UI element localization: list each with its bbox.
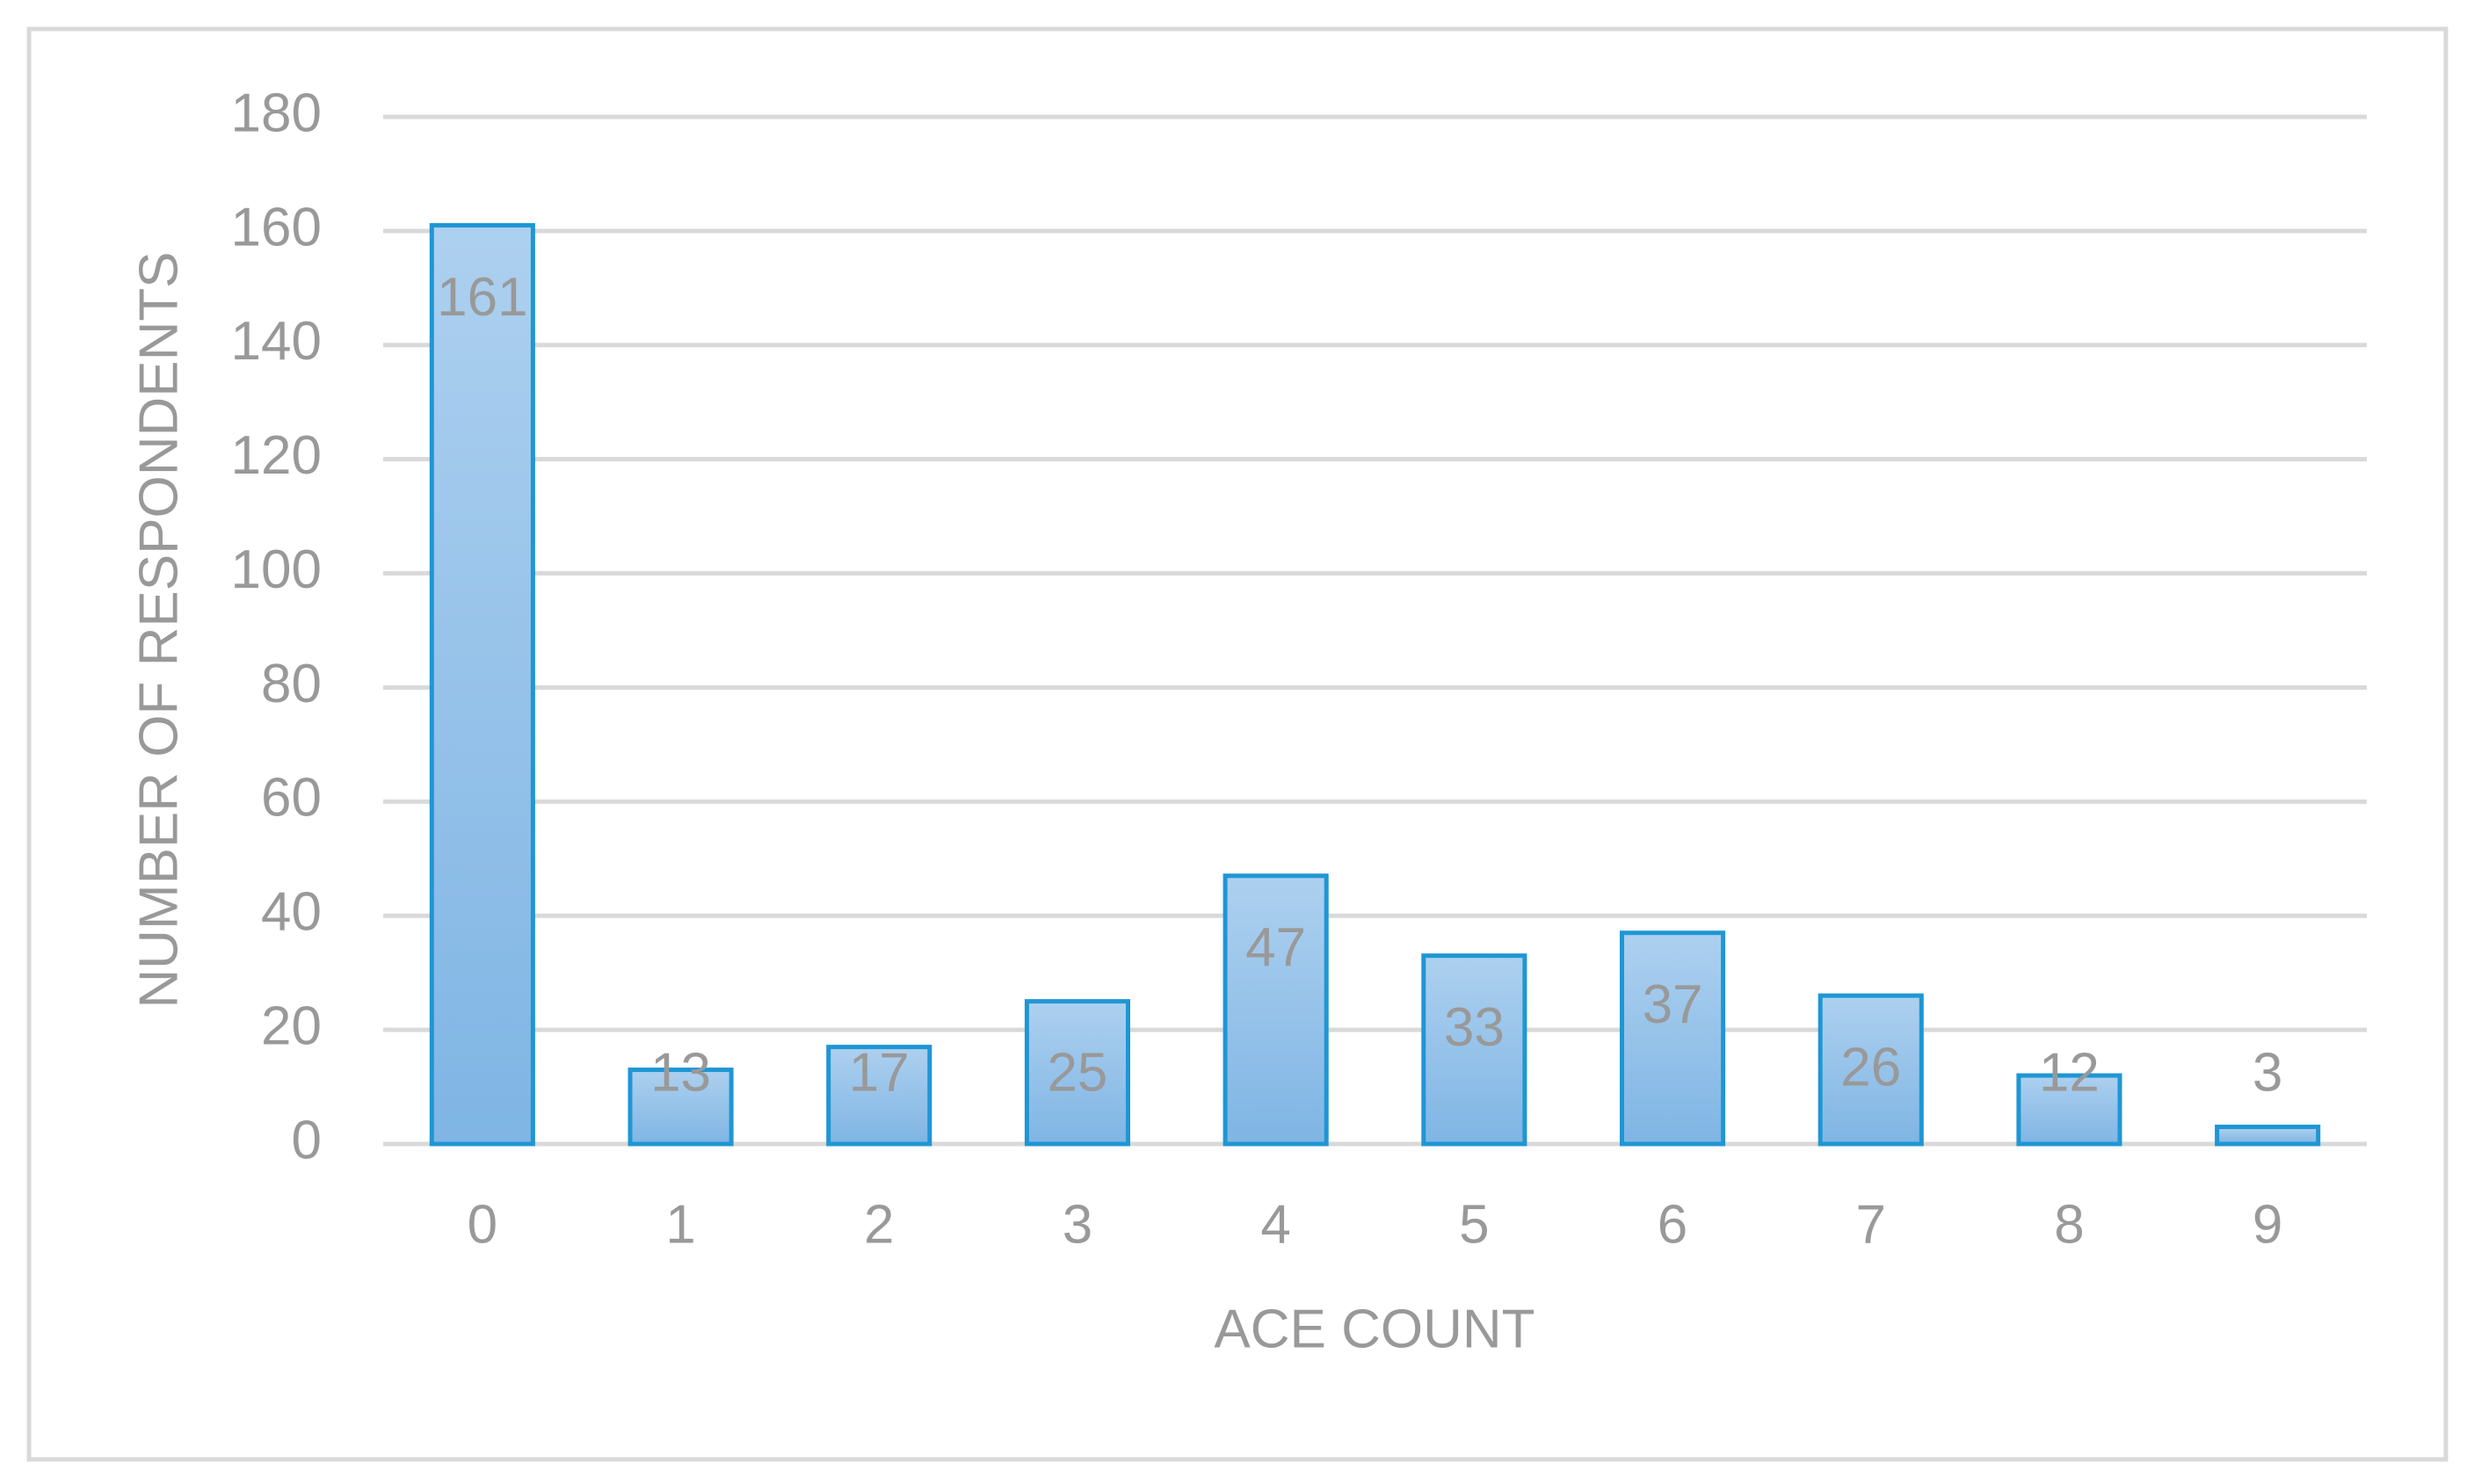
- x-tick-label: 4: [1260, 1194, 1290, 1255]
- data-label: 47: [1245, 917, 1306, 978]
- x-tick-label: 0: [468, 1194, 497, 1255]
- bar: [1619, 930, 1726, 1147]
- x-tick-label: 1: [665, 1194, 695, 1255]
- data-label: 17: [849, 1042, 910, 1103]
- bar: [628, 1068, 734, 1147]
- bar: [429, 222, 535, 1147]
- y-tick-label: 20: [261, 995, 322, 1056]
- x-tick-label: 5: [1459, 1194, 1489, 1255]
- y-tick-label: 180: [231, 83, 322, 143]
- y-tick-label: 0: [292, 1110, 322, 1170]
- data-label: 26: [1840, 1038, 1901, 1098]
- bar: [1817, 993, 1924, 1147]
- data-label: 25: [1047, 1042, 1107, 1103]
- x-tick-label: 8: [2054, 1194, 2084, 1255]
- bar: [1421, 953, 1527, 1147]
- y-tick-label: 100: [231, 539, 322, 600]
- y-tick-label: 140: [231, 311, 322, 372]
- y-axis-title: NUMBER OF RESPONDENTS: [128, 251, 189, 1008]
- bar: [2215, 1125, 2321, 1147]
- y-tick-label: 40: [261, 882, 322, 943]
- data-label: 161: [437, 267, 527, 328]
- x-tick-label: 9: [2253, 1194, 2282, 1255]
- data-label: 12: [2039, 1042, 2100, 1103]
- bar: [1024, 999, 1131, 1147]
- x-axis-title: ACE COUNT: [1214, 1299, 1534, 1359]
- y-tick-label: 80: [261, 654, 322, 714]
- data-label: 13: [650, 1042, 711, 1103]
- data-label: 33: [1444, 997, 1505, 1058]
- data-label: 3: [2253, 1042, 2282, 1103]
- y-tick-label: 160: [231, 197, 322, 257]
- bar: [2016, 1073, 2122, 1147]
- data-label: 37: [1643, 974, 1703, 1035]
- bar: [1222, 873, 1329, 1147]
- x-tick-label: 2: [864, 1194, 894, 1255]
- x-tick-label: 7: [1856, 1194, 1886, 1255]
- x-tick-label: 6: [1658, 1194, 1687, 1255]
- bar: [826, 1045, 932, 1147]
- y-tick-label: 120: [231, 425, 322, 486]
- y-tick-label: 60: [261, 768, 322, 829]
- x-tick-label: 3: [1063, 1194, 1092, 1255]
